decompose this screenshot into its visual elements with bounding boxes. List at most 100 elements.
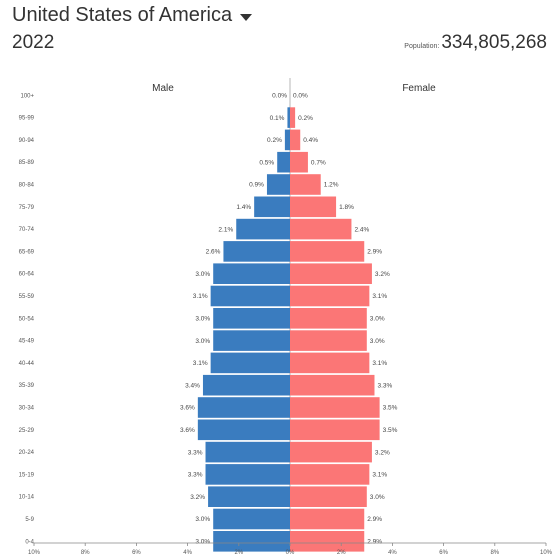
x-axis-tick-label: 4% — [388, 550, 397, 556]
age-group-label: 95-99 — [19, 116, 35, 122]
country-selector[interactable]: United States of America — [12, 4, 253, 27]
female-bar — [290, 508, 365, 530]
age-group-label: 100+ — [20, 93, 34, 99]
female-value-label: 0.7% — [311, 159, 326, 166]
male-bar — [197, 419, 290, 441]
female-bar — [290, 107, 296, 128]
male-bar — [287, 107, 290, 128]
male-bar — [213, 330, 290, 351]
male-value-label: 2.1% — [218, 226, 233, 233]
age-group-label: 65-69 — [19, 249, 35, 255]
male-value-label: 3.3% — [188, 472, 203, 479]
male-value-label: 3.0% — [195, 338, 210, 345]
female-value-label: 3.0% — [370, 338, 385, 345]
female-bar — [290, 174, 321, 195]
female-value-label: 3.2% — [375, 271, 390, 278]
female-bar — [290, 218, 352, 240]
male-bar — [210, 285, 290, 307]
male-bar — [284, 129, 290, 151]
male-value-label: 3.1% — [193, 360, 208, 367]
female-bar — [290, 151, 308, 173]
male-value-label: 1.4% — [236, 204, 251, 211]
male-bar — [213, 531, 290, 552]
male-value-label: 3.4% — [185, 382, 200, 389]
age-group-label: 35-39 — [19, 383, 35, 389]
female-value-label: 3.5% — [383, 427, 398, 434]
female-value-label: 0.2% — [298, 115, 313, 122]
female-bar — [290, 352, 370, 374]
female-value-label: 3.3% — [377, 382, 392, 389]
female-bar — [290, 464, 370, 485]
male-bar — [205, 441, 290, 463]
female-value-label: 2.9% — [367, 516, 382, 523]
female-bar — [290, 531, 365, 552]
female-bar — [290, 196, 337, 218]
male-bar — [210, 352, 290, 374]
female-bar — [290, 397, 380, 418]
male-value-label: 3.6% — [180, 405, 195, 412]
age-group-label: 75-79 — [19, 205, 35, 211]
female-bar — [290, 330, 367, 351]
age-group-label: 25-29 — [19, 428, 35, 434]
population-readout: Population: 334,805,268 — [404, 32, 547, 54]
age-group-label: 40-44 — [19, 361, 35, 367]
male-value-label: 3.3% — [188, 449, 203, 456]
male-bar — [205, 464, 290, 485]
female-value-label: 3.5% — [383, 405, 398, 412]
age-group-label: 15-19 — [19, 472, 35, 478]
age-group-label: 90-94 — [19, 138, 35, 144]
male-value-label: 3.0% — [195, 316, 210, 323]
female-value-label: 0.4% — [303, 137, 318, 144]
female-value-label: 3.0% — [370, 316, 385, 323]
male-bar — [197, 397, 290, 418]
male-bar — [213, 308, 290, 329]
female-value-label: 1.2% — [324, 182, 339, 189]
female-bar — [290, 263, 372, 284]
female-bar — [290, 129, 301, 151]
male-value-label: 0.2% — [267, 137, 282, 144]
male-value-label: 2.6% — [206, 249, 221, 256]
male-bar — [202, 374, 290, 396]
age-group-label: 0-4 — [25, 539, 34, 545]
x-axis-tick-label: 8% — [490, 550, 499, 556]
country-name: United States of America — [12, 4, 233, 26]
age-group-label: 50-54 — [19, 316, 35, 322]
x-axis-tick-label: 2% — [337, 550, 346, 556]
female-side-label: Female — [402, 83, 436, 94]
male-bar — [223, 241, 290, 262]
female-value-label: 3.2% — [375, 449, 390, 456]
x-axis-tick-label: 6% — [132, 550, 141, 556]
female-value-label: 3.0% — [370, 494, 385, 501]
female-value-label: 0.0% — [293, 93, 308, 100]
male-value-label: 3.0% — [195, 271, 210, 278]
male-side-label: Male — [152, 83, 174, 94]
male-value-label: 3.0% — [195, 516, 210, 523]
x-axis-tick-label: 2% — [234, 550, 243, 556]
male-bar — [213, 508, 290, 530]
female-value-label: 2.9% — [367, 249, 382, 256]
male-bar — [208, 486, 290, 507]
male-value-label: 0.0% — [272, 93, 287, 100]
female-bar — [290, 441, 372, 463]
x-axis-tick-label: 4% — [183, 550, 192, 556]
age-group-label: 30-34 — [19, 406, 35, 412]
female-value-label: 1.8% — [339, 204, 354, 211]
age-group-label: 20-24 — [19, 450, 35, 456]
male-value-label: 0.1% — [270, 115, 285, 122]
male-bar — [266, 174, 290, 195]
x-axis-tick-label: 8% — [81, 550, 90, 556]
year-label: 2022 — [12, 32, 55, 53]
female-value-label: 2.4% — [354, 226, 369, 233]
female-bar — [290, 419, 380, 441]
male-bar — [236, 218, 290, 240]
female-bar — [290, 374, 375, 396]
caret-down-icon[interactable] — [240, 13, 253, 21]
age-group-label: 55-59 — [19, 294, 35, 300]
male-value-label: 3.6% — [180, 427, 195, 434]
male-value-label: 3.2% — [190, 494, 205, 501]
female-bar — [290, 308, 367, 329]
age-group-label: 5-9 — [25, 517, 34, 523]
female-bar — [290, 241, 365, 262]
male-bar — [254, 196, 290, 218]
male-bar — [277, 151, 290, 173]
